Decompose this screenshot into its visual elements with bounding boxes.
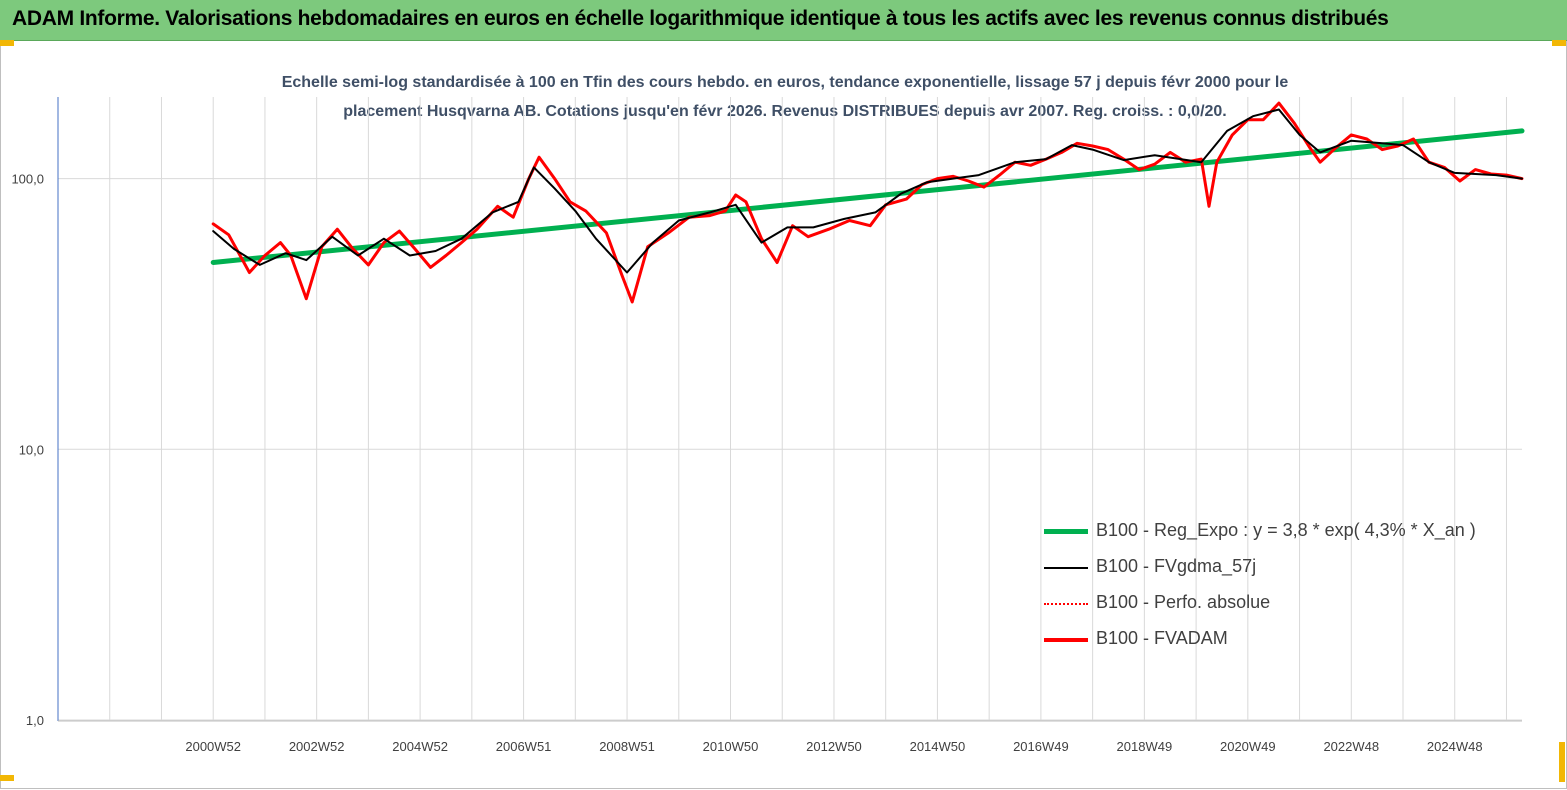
corner-marker-bottom-right bbox=[1559, 742, 1565, 782]
x-tick-label: 2014W50 bbox=[910, 739, 966, 754]
chart-title-line-2: placement Husqvarna AB. Cotations jusqu'… bbox=[343, 103, 1227, 120]
x-tick-label: 2004W52 bbox=[392, 739, 448, 754]
chart-title: Echelle semi-log standardisée à 100 en T… bbox=[230, 68, 1340, 126]
y-tick-label: 1,0 bbox=[26, 713, 44, 728]
x-tick-label: 2006W51 bbox=[496, 739, 552, 754]
series-smoothing-line bbox=[212, 108, 1523, 274]
x-tick-label: 2008W51 bbox=[599, 739, 655, 754]
x-tick-label: 2018W49 bbox=[1117, 739, 1173, 754]
legend-swatch-smoothing bbox=[1044, 567, 1088, 569]
chart-title-line-1: Echelle semi-log standardisée à 100 en T… bbox=[281, 74, 1289, 91]
page-title: ADAM Informe. Valorisations hebdomadaire… bbox=[12, 7, 1389, 30]
legend-label-absolute: B100 - Perfo. absolue bbox=[1096, 592, 1271, 612]
series-fvadam-line bbox=[211, 101, 1524, 304]
legend-swatch-absolute bbox=[1044, 603, 1088, 605]
x-tick-label: 2024W48 bbox=[1427, 739, 1483, 754]
legend-swatch-regression bbox=[1044, 529, 1088, 534]
y-tick-label: 100,0 bbox=[11, 172, 44, 187]
header-bar: ADAM Informe. Valorisations hebdomadaire… bbox=[0, 0, 1567, 41]
legend-label-regression: B100 - Reg_Expo : y = 3,8 * exp( 4,3% * … bbox=[1096, 520, 1476, 540]
corner-marker-top-right bbox=[1552, 40, 1566, 46]
x-tick-label: 2002W52 bbox=[289, 739, 345, 754]
corner-marker-top-left bbox=[0, 40, 14, 46]
corner-marker-bottom-left bbox=[0, 775, 14, 781]
legend-swatch-fvadam bbox=[1044, 638, 1088, 642]
x-tick-label: 2020W49 bbox=[1220, 739, 1276, 754]
series-regression-line bbox=[210, 128, 1525, 265]
series-absolute-line bbox=[212, 102, 1523, 303]
x-tick-label: 2022W48 bbox=[1323, 739, 1379, 754]
legend-label-fvadam: B100 - FVADAM bbox=[1096, 628, 1228, 648]
legend-label-smoothing: B100 - FVgdma_57j bbox=[1096, 556, 1257, 576]
x-tick-label: 2012W50 bbox=[806, 739, 862, 754]
x-tick-label: 2016W49 bbox=[1013, 739, 1069, 754]
y-tick-label: 10,0 bbox=[19, 442, 44, 457]
x-tick-label: 2000W52 bbox=[185, 739, 241, 754]
x-tick-label: 2010W50 bbox=[703, 739, 759, 754]
